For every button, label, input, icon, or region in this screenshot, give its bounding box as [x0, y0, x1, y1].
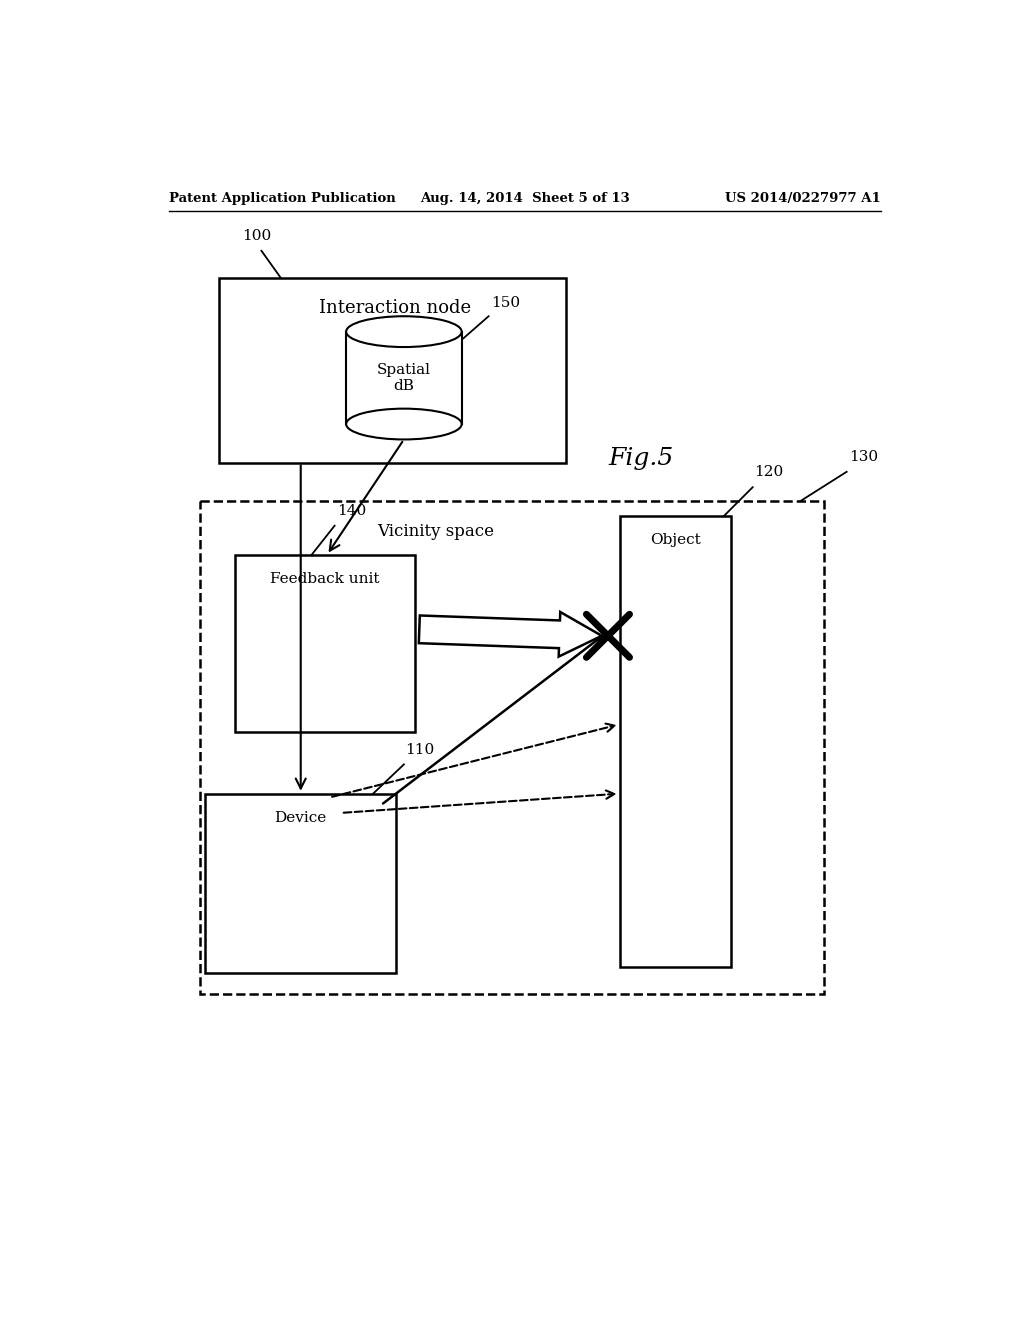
- Text: 150: 150: [490, 296, 520, 310]
- Text: Spatial
dB: Spatial dB: [377, 363, 431, 393]
- FancyArrow shape: [419, 612, 602, 656]
- Text: US 2014/0227977 A1: US 2014/0227977 A1: [725, 191, 881, 205]
- Bar: [219, 277, 565, 462]
- Text: Interaction node: Interaction node: [319, 300, 471, 317]
- Bar: [234, 554, 416, 733]
- Text: 120: 120: [755, 466, 783, 479]
- Bar: [200, 502, 823, 994]
- Text: Feedback unit: Feedback unit: [270, 572, 380, 586]
- Text: Fig.5: Fig.5: [608, 447, 673, 470]
- Ellipse shape: [346, 317, 462, 347]
- Bar: [346, 331, 462, 424]
- Bar: [205, 793, 396, 973]
- Ellipse shape: [346, 409, 462, 440]
- Text: Patent Application Publication: Patent Application Publication: [169, 191, 396, 205]
- Text: Device: Device: [274, 810, 327, 825]
- Text: Object: Object: [650, 533, 700, 548]
- Text: 110: 110: [406, 743, 435, 756]
- Text: 100: 100: [243, 230, 271, 243]
- Text: Aug. 14, 2014  Sheet 5 of 13: Aug. 14, 2014 Sheet 5 of 13: [420, 191, 630, 205]
- Text: 140: 140: [337, 504, 367, 517]
- Bar: [620, 516, 731, 966]
- Text: Vicinity space: Vicinity space: [377, 523, 494, 540]
- Text: 130: 130: [849, 450, 879, 465]
